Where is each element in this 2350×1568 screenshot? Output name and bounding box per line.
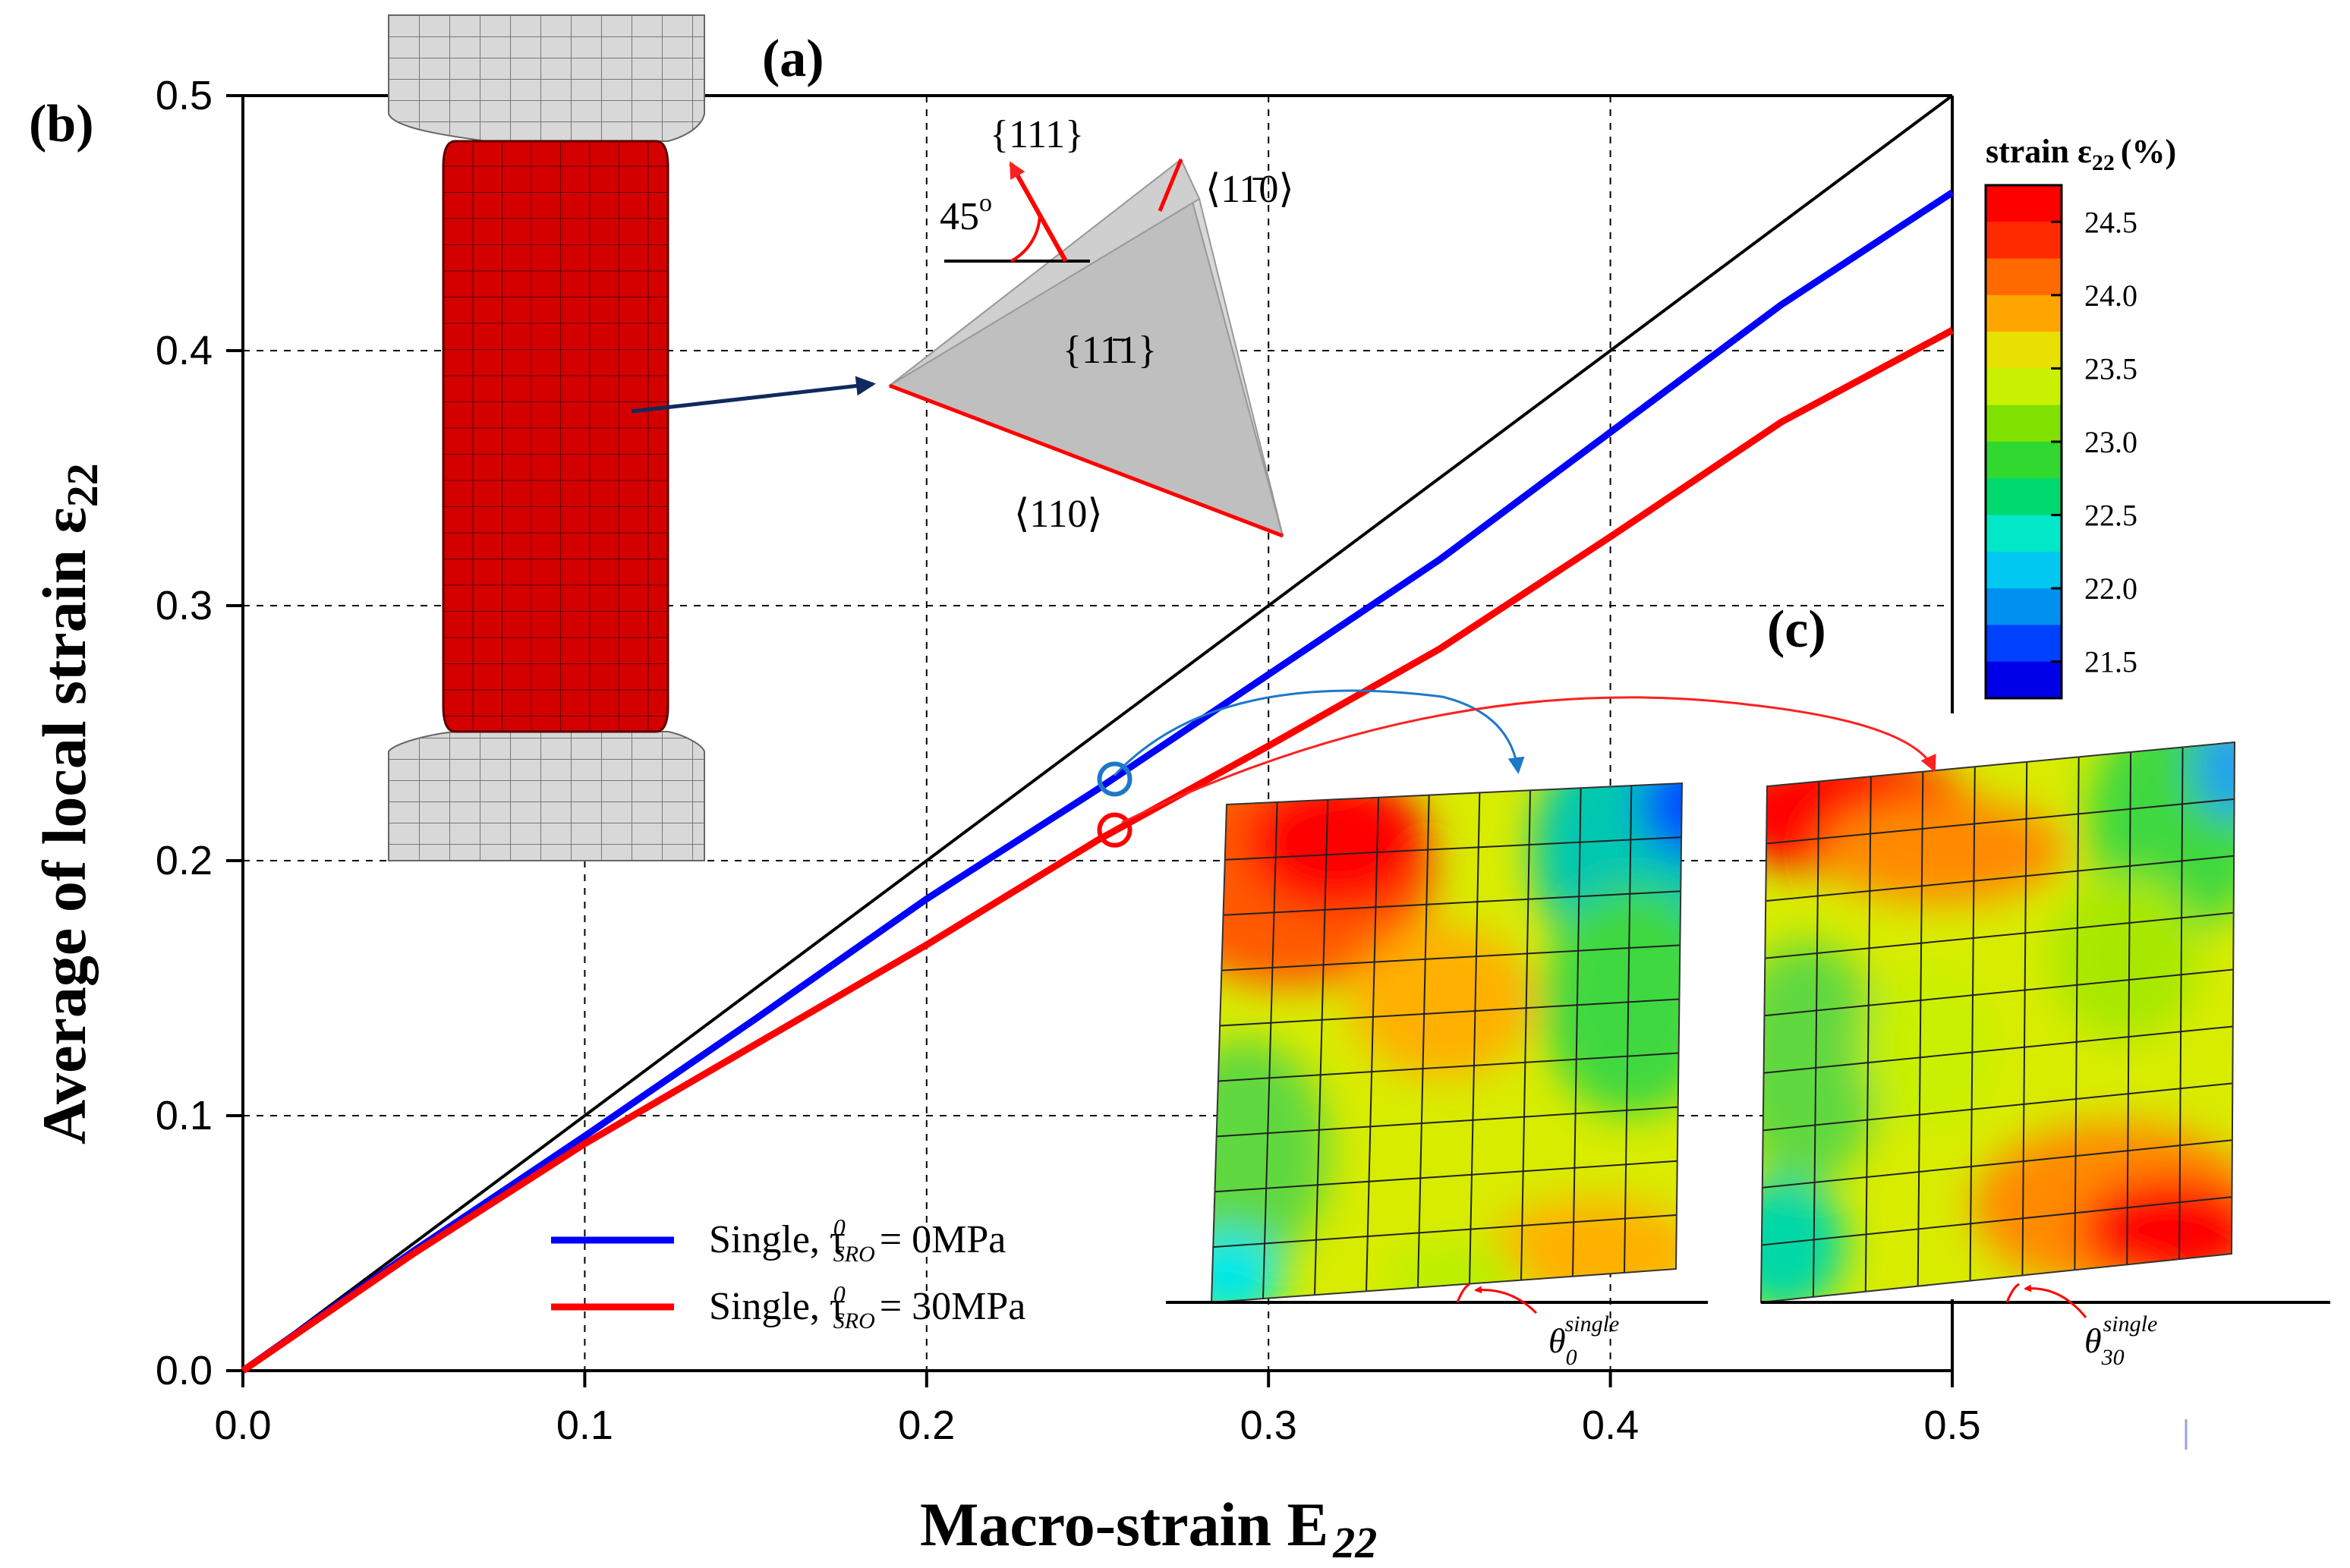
specimen-mesh	[388, 14, 876, 861]
y-axis-title: Average of local strain ε22	[30, 463, 107, 1145]
y-tick-label: 0.4	[156, 328, 213, 373]
y-tick-label: 0.3	[156, 583, 213, 628]
colorbar-label: 22.5	[2084, 499, 2137, 533]
series-markers	[1097, 761, 1132, 848]
x-tick-label: 0.3	[1240, 1403, 1297, 1448]
colorbar-swatch	[1986, 478, 2062, 516]
y-axis-label-sub: 22	[58, 463, 107, 507]
colorbar-label: 23.5	[2084, 351, 2137, 386]
svg-text:Average of local strain ε22: Average of local strain ε22	[30, 463, 107, 1145]
x-axis-label-sub: 22	[1332, 1518, 1377, 1567]
plane-label-face: {11̄1}	[1063, 329, 1157, 372]
y-axis-label: Average of local strain ε	[30, 507, 99, 1145]
panel-label-a: (a)	[762, 30, 824, 88]
x-tick-label: 0.2	[898, 1403, 955, 1448]
colorbar-swatch	[1986, 625, 2062, 663]
colorbar-label: 23.0	[2084, 425, 2137, 459]
legend: Single, τ0 SRO = 0MPa Single, τ0 SRO = 30MPa	[551, 1214, 1025, 1333]
colorbar-swatch	[1986, 258, 2062, 296]
colorbar-label: 24.0	[2084, 279, 2137, 313]
x-tick-label: 0.4	[1582, 1403, 1639, 1448]
marker-0	[1097, 761, 1132, 797]
series-line-0	[241, 94, 1954, 1372]
colorbar-label: 21.5	[2084, 645, 2137, 679]
panel-label-b: (b)	[29, 95, 94, 153]
series-line-2	[241, 327, 1955, 1374]
direction-label-right: ⟨11̄0⟩	[1205, 168, 1294, 211]
contour-annotations: θ0single θ30single	[1113, 689, 2330, 1450]
series-line-1	[241, 189, 1955, 1374]
legend-entry-0: Single, τ0 SRO = 0MPa	[709, 1214, 1006, 1267]
y-tick-label: 0.5	[156, 73, 213, 118]
angle-label: 45o	[940, 189, 992, 238]
data-series	[241, 94, 1955, 1374]
crystal-triangle: {111} {11̄1} ⟨11̄0⟩ ⟨110⟩ 45o	[887, 113, 1294, 538]
axis-ticks: 0.0 0.1 0.2 0.3 0.4 0.5 0.0 0.1 0.2 0.3 0.4 0.5	[156, 73, 1981, 1448]
plane-label-top: {111}	[990, 113, 1084, 156]
colorbar-swatch	[1986, 185, 2062, 223]
contour-left	[1210, 782, 1684, 1304]
y-tick-label: 0.1	[156, 1093, 213, 1138]
contour-right	[1759, 741, 2236, 1304]
x-axis-label: Macro-strain E	[920, 1490, 1328, 1559]
marker-1	[1097, 812, 1132, 848]
x-tick-label: 0.1	[556, 1403, 613, 1448]
colorbar-swatch	[1986, 332, 2062, 370]
colorbar-title: strain ε22 (%)	[1986, 133, 2176, 175]
colorbar-swatch	[1986, 442, 2062, 480]
colorbar-label: 22.0	[2084, 571, 2137, 606]
colorbar-swatch	[1986, 222, 2062, 260]
colorbar-swatch	[1986, 588, 2062, 626]
theta-right-label: θ30single	[2084, 1311, 2157, 1370]
x-tick-label: 0.5	[1923, 1403, 1980, 1448]
x-tick-label: 0.0	[214, 1403, 271, 1448]
legend-entry-1: Single, τ0 SRO = 30MPa	[709, 1280, 1025, 1333]
y-tick-label: 0.2	[156, 838, 213, 883]
colorbar-swatch	[1986, 405, 2062, 442]
svg-text:Macro-strain E22: Macro-strain E 22	[920, 1490, 1377, 1567]
colorbar-swatch	[1986, 368, 2062, 406]
colorbar-swatch	[1986, 661, 2062, 699]
x-axis-title: Macro-strain E 22	[920, 1490, 1377, 1567]
colorbar-swatch	[1986, 515, 2062, 553]
y-tick-label: 0.0	[156, 1348, 213, 1393]
direction-label-bottom: ⟨110⟩	[1014, 493, 1103, 536]
colorbar-swatch	[1986, 294, 2062, 333]
colorbar-label: 24.5	[2084, 205, 2137, 239]
theta-left-label: θ0single	[1548, 1311, 1619, 1370]
panel-label-c: (c)	[1767, 600, 1826, 659]
colorbar-swatch	[1986, 551, 2062, 590]
colorbar: strain ε22 (%) 24.5 24.0 23.5 23.0 22.5 22.0 21…	[1984, 133, 2176, 700]
